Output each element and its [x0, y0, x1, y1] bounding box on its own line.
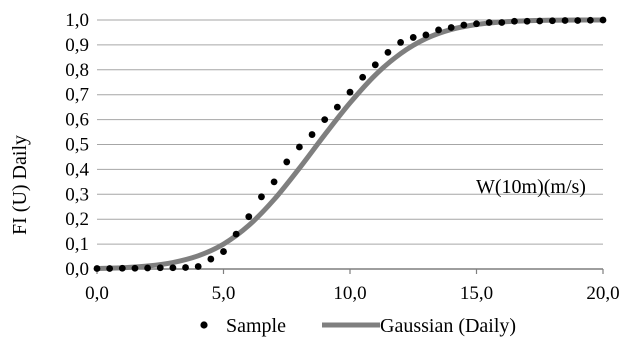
sample-point: [536, 17, 544, 25]
x-tick-label: 20,0: [586, 283, 619, 304]
x-tick-label: 5,0: [212, 283, 236, 304]
sample-point: [447, 24, 455, 31]
y-tick-label: 0,2: [65, 209, 89, 230]
gaussian-daily-series: [94, 17, 606, 272]
sample-point: [485, 19, 493, 26]
sample-point: [296, 143, 303, 151]
legend-sample-label: Sample: [226, 315, 286, 337]
sample-point: [397, 39, 404, 46]
sample-point: [460, 21, 468, 29]
y-tick-labels: 0,0 0,1 0,2 0,3 0,4 0,5 0,6 0,7 0,8 0,9 1,0: [65, 10, 89, 280]
sample-point: [561, 17, 569, 24]
sample-point: [156, 264, 164, 272]
x-tick-label: 15,0: [460, 283, 493, 304]
sample-point: [232, 230, 240, 238]
sample-point: [245, 213, 253, 221]
sample-point: [194, 263, 202, 270]
sample-point: [258, 193, 265, 201]
y-tick-label: 0,5: [65, 135, 89, 156]
sample-point: [169, 264, 177, 272]
sample-point: [359, 73, 367, 81]
sample-point: [118, 264, 126, 272]
y-tick-label: 0,8: [65, 60, 89, 81]
x-tick-labels: 0,0 5,0 10,0 15,0 20,0: [85, 269, 620, 304]
y-tick-label: 0,9: [65, 35, 89, 56]
y-tick-label: 0,6: [65, 110, 89, 131]
gaussian-daily-line: [94, 17, 606, 272]
sample-point: [435, 26, 442, 34]
y-tick-label: 0,7: [65, 85, 89, 106]
sample-point: [586, 16, 594, 24]
legend-gaussian-label: Gaussian (Daily): [380, 315, 516, 337]
sample-point: [384, 48, 392, 56]
grid-lines: [97, 19, 603, 270]
x-tick-label: 0,0: [85, 283, 109, 304]
sample-point: [321, 116, 329, 123]
sample-point: [220, 248, 227, 255]
sample-point: [409, 34, 417, 41]
sample-point: [93, 265, 101, 272]
y-tick-label: 0,4: [65, 159, 89, 180]
y-tick-label: 1,0: [65, 10, 89, 31]
x-tick-label: 10,0: [333, 283, 366, 304]
sample-point: [283, 158, 291, 166]
y-tick-label: 0,0: [65, 259, 89, 280]
sample-series: [93, 16, 607, 272]
sample-point: [549, 17, 556, 25]
sample-point: [182, 264, 189, 271]
sample-point: [473, 20, 480, 28]
sample-point: [333, 103, 341, 111]
sample-point: [422, 31, 430, 39]
chart-annotation: W(10m)(m/s): [476, 176, 586, 198]
sample-point: [523, 17, 531, 25]
sample-point: [106, 265, 114, 272]
sample-point: [346, 88, 354, 96]
legend-sample-marker: [200, 321, 208, 329]
sample-point: [270, 178, 278, 186]
sample-point: [308, 131, 316, 138]
legend: Sample Gaussian (Daily): [200, 315, 516, 337]
y-tick-label: 0,1: [65, 234, 89, 255]
sample-point: [144, 264, 152, 272]
y-axis-title: FI (U) Daily: [9, 135, 31, 235]
sample-point: [599, 16, 607, 24]
sample-point: [371, 61, 379, 69]
sample-point: [498, 19, 506, 26]
sample-point: [574, 17, 582, 24]
sample-point: [131, 264, 139, 272]
sample-point: [207, 255, 215, 263]
sample-point: [511, 17, 518, 25]
y-tick-label: 0,3: [65, 184, 89, 205]
